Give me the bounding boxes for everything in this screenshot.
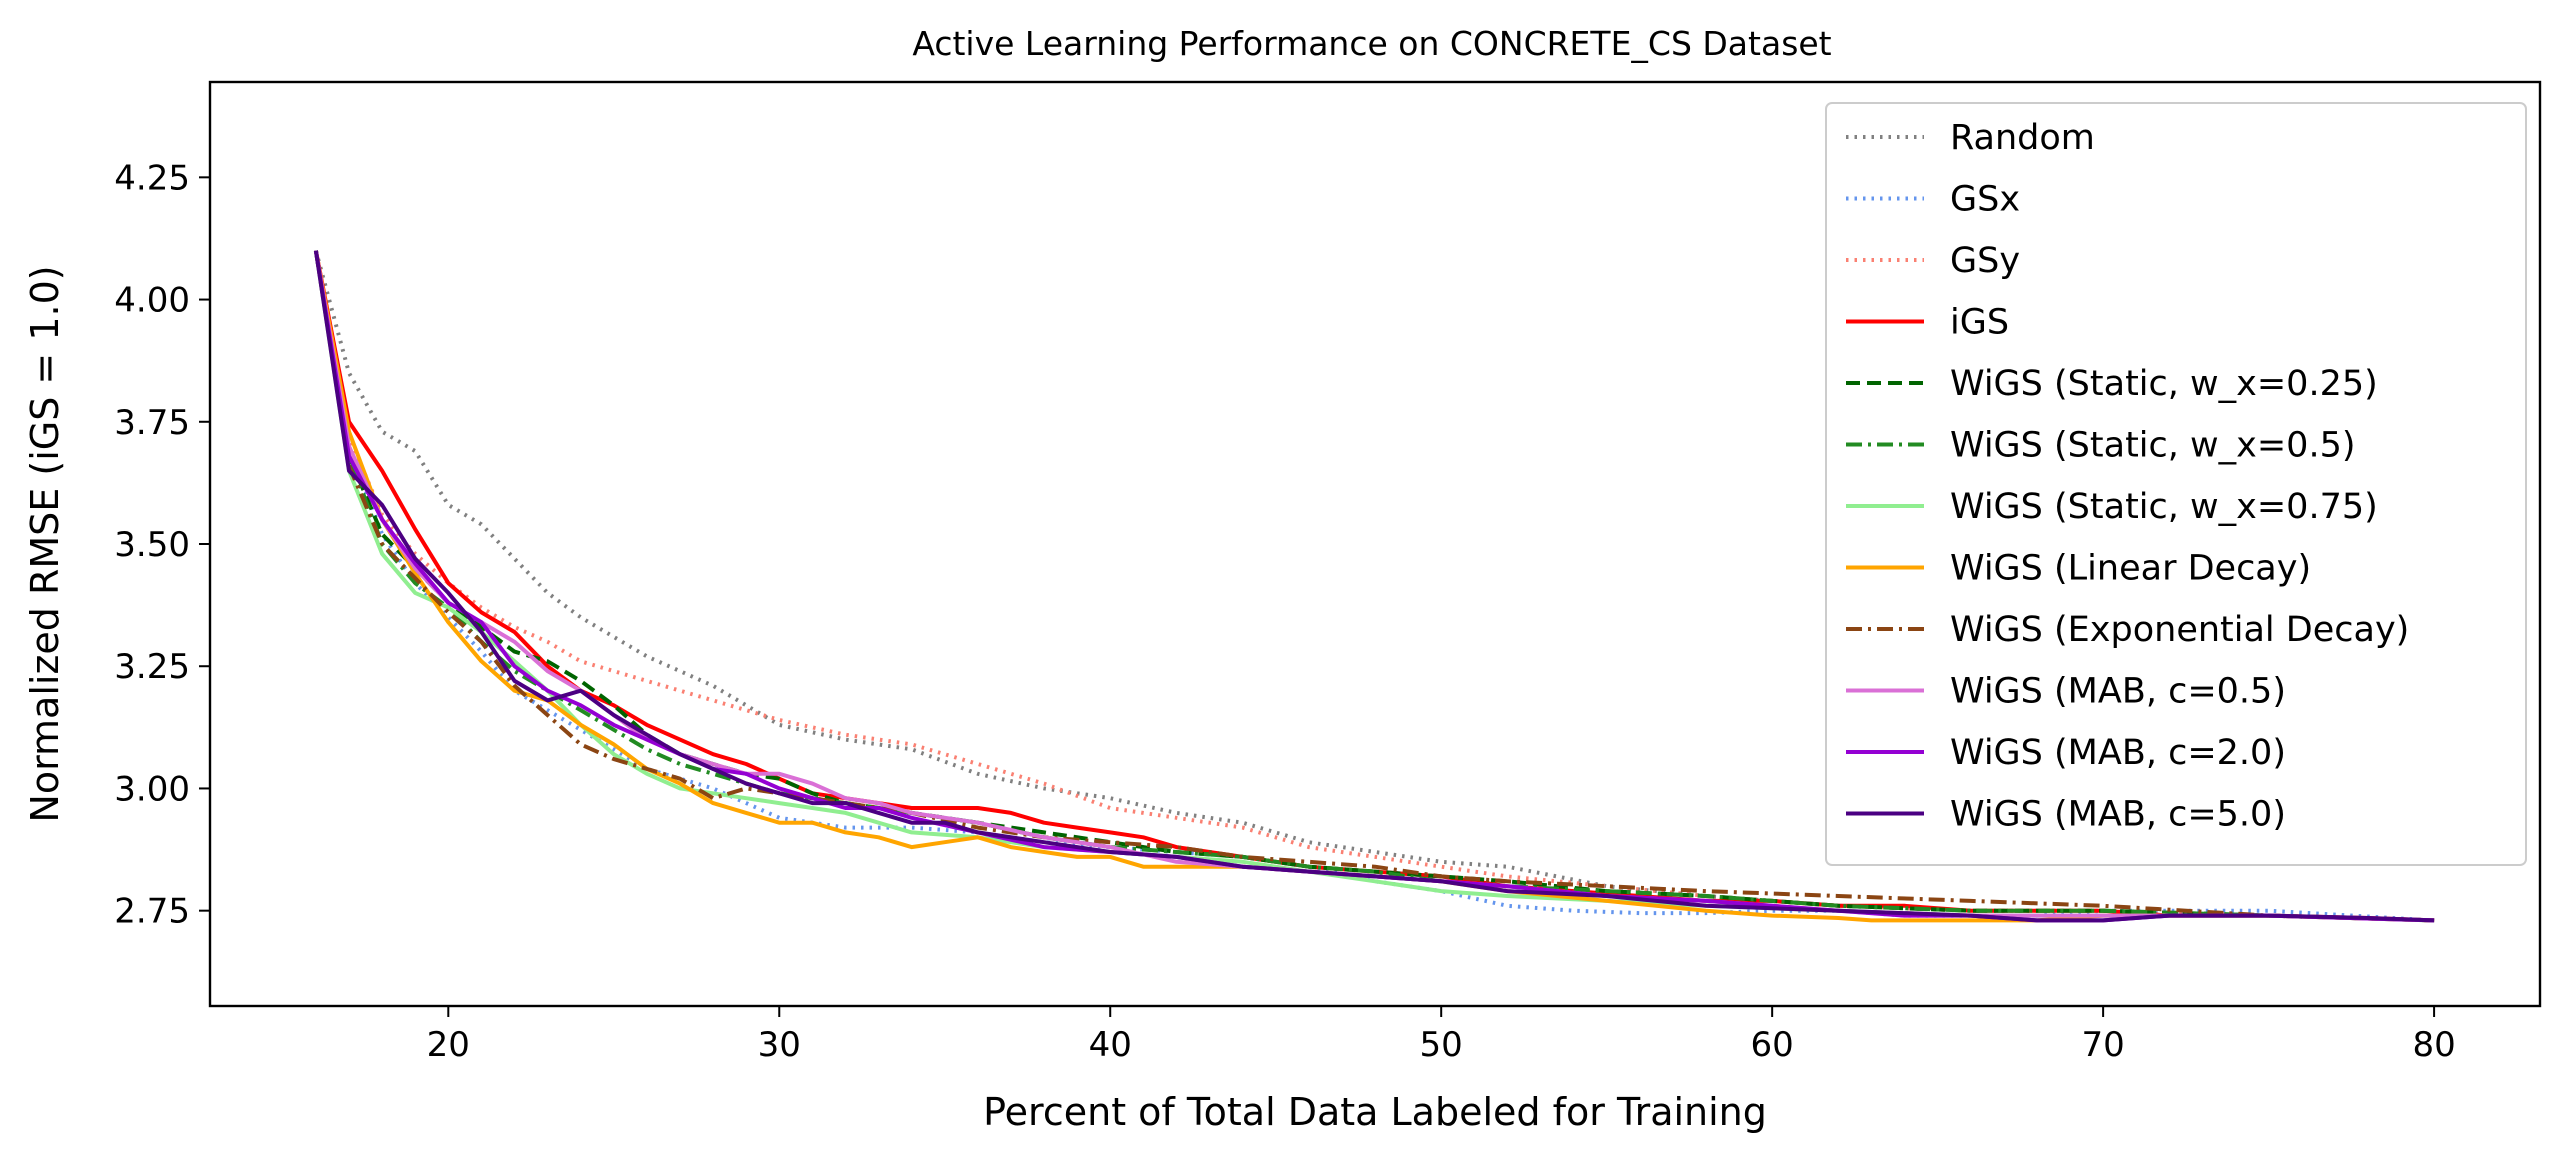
legend: Random GSx GSy iGS WiGS (Static, w_x=0.25) Wi…	[1825, 102, 2527, 866]
chart-title: Active Learning Performance on CONCRETE_…	[912, 24, 1831, 63]
legend-label: GSy	[1950, 241, 2020, 281]
legend-box	[1825, 102, 2527, 866]
series-line-8	[313, 250, 2435, 923]
legend-label: WiGS (Static, w_x=0.75)	[1950, 487, 2378, 527]
y-tick-label: 3.50	[114, 525, 190, 565]
legend-label: WiGS (Static, w_x=0.5)	[1950, 426, 2356, 466]
x-tick-label: 30	[758, 1025, 801, 1065]
x-tick-label: 60	[1751, 1025, 1794, 1065]
legend-label: WiGS (Linear Decay)	[1950, 549, 2311, 589]
legend-label: iGS	[1950, 303, 2009, 343]
legend-label: WiGS (MAB, c=5.0)	[1950, 795, 2286, 835]
x-axis: 20 30 40 50 60 70 80	[427, 1006, 2456, 1065]
legend-label: GSx	[1950, 180, 2020, 220]
y-tick-label: 3.25	[114, 647, 190, 687]
y-tick-label: 4.00	[114, 281, 190, 321]
x-tick-label: 40	[1089, 1025, 1132, 1065]
y-tick-label: 4.25	[114, 158, 190, 198]
legend-label: WiGS (MAB, c=2.0)	[1950, 733, 2286, 773]
y-tick-label: 3.00	[114, 769, 190, 809]
y-tick-label: 3.75	[114, 403, 190, 443]
series-line-12	[313, 250, 2435, 923]
series-layer	[313, 250, 2435, 923]
y-axis: 2.75 3.00 3.25 3.50 3.75 4.00 4.25	[114, 158, 210, 932]
legend-label: WiGS (Static, w_x=0.25)	[1950, 364, 2378, 404]
x-tick-label: 70	[2081, 1025, 2124, 1065]
legend-label: Random	[1950, 118, 2095, 158]
x-axis-label: Percent of Total Data Labeled for Traini…	[983, 1090, 1767, 1134]
series-line-11	[313, 250, 2435, 923]
legend-label: WiGS (MAB, c=0.5)	[1950, 672, 2286, 712]
legend-label: WiGS (Exponential Decay)	[1950, 610, 2409, 650]
x-tick-label: 80	[2412, 1025, 2455, 1065]
y-tick-label: 2.75	[114, 892, 190, 932]
x-tick-label: 20	[427, 1025, 470, 1065]
y-axis-label: Normalized RMSE (iGS = 1.0)	[23, 265, 67, 822]
x-tick-label: 50	[1420, 1025, 1463, 1065]
